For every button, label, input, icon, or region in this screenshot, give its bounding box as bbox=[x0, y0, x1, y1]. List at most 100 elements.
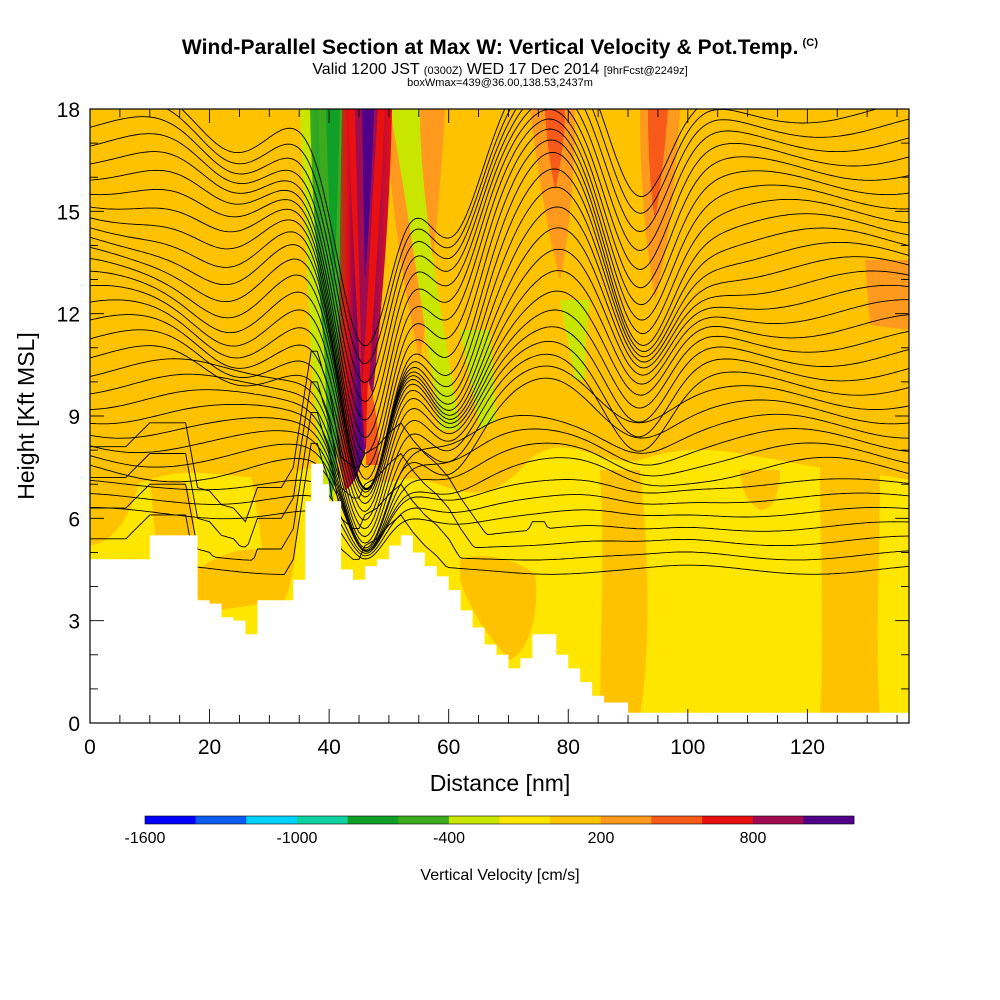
field-positive-purple-core bbox=[362, 109, 374, 280]
field-negative-core bbox=[326, 109, 340, 300]
x-tick-label: 100 bbox=[670, 736, 705, 759]
contour-line bbox=[90, 128, 909, 468]
contour-line bbox=[90, 206, 909, 489]
y-tick-label: 15 bbox=[57, 201, 80, 224]
field-positive-light-left4 bbox=[190, 549, 290, 610]
x-axis: 0 20 40 60 80 100 120 bbox=[84, 736, 825, 759]
colorbar-tick-label: 200 bbox=[588, 830, 615, 847]
contour-line bbox=[90, 109, 909, 421]
contour-line bbox=[90, 353, 909, 538]
colorbar-swatch bbox=[499, 816, 551, 824]
contour-line bbox=[90, 109, 909, 384]
contour-line bbox=[90, 248, 909, 493]
y-tick-label: 0 bbox=[68, 713, 80, 736]
field-negative-light-mid bbox=[460, 330, 496, 430]
contour-line bbox=[90, 413, 909, 551]
field-positive-strong-wave2 bbox=[648, 109, 668, 220]
contour-line bbox=[90, 109, 909, 439]
contour-line bbox=[90, 309, 909, 512]
field-positive-light-right1 bbox=[600, 470, 648, 715]
contour-line bbox=[90, 118, 909, 454]
field-positive-light-right2 bbox=[820, 460, 880, 715]
colorbar-swatch bbox=[246, 816, 298, 824]
contour-line bbox=[90, 326, 909, 521]
colorbar-swatch bbox=[600, 816, 652, 824]
colorbar-swatch bbox=[550, 816, 602, 824]
copyright-mark: (C) bbox=[802, 37, 819, 49]
colorbar-swatch bbox=[145, 816, 196, 824]
colorbar: -1600 -1000 -400 200 800 bbox=[125, 815, 855, 847]
field-positive-red-base bbox=[366, 380, 379, 465]
colorbar-title: Vertical Velocity [cm/s] bbox=[420, 867, 579, 884]
contour-line bbox=[90, 506, 909, 560]
contour-line bbox=[90, 151, 909, 491]
colorbar-swatch bbox=[702, 816, 754, 824]
contour-line bbox=[90, 290, 909, 505]
colorbar-swatch bbox=[347, 816, 399, 824]
contour-line bbox=[90, 442, 909, 552]
colorbar-swatch bbox=[752, 816, 804, 824]
colorbar-tick-label: 800 bbox=[740, 830, 767, 847]
y-tick-label: 9 bbox=[68, 406, 80, 429]
x-tick-label: 20 bbox=[198, 736, 221, 759]
y-tick-label: 6 bbox=[68, 508, 80, 531]
contour-line bbox=[90, 168, 909, 490]
contour-line bbox=[90, 227, 909, 490]
y-tick-label: 12 bbox=[57, 304, 80, 327]
minor-ticks bbox=[89, 108, 909, 724]
field-positive-light-right3 bbox=[740, 470, 780, 510]
contour-line bbox=[90, 377, 909, 549]
contour-line bbox=[90, 350, 909, 535]
contour-line bbox=[90, 270, 909, 498]
contour-line bbox=[90, 381, 909, 549]
colorbar-swatch bbox=[651, 816, 703, 824]
y-axis-title: Height [Kft MSL] bbox=[13, 332, 39, 499]
x-axis-title: Distance [nm] bbox=[430, 770, 571, 796]
contour-line bbox=[90, 442, 909, 575]
field-negative-light-downwind bbox=[390, 109, 460, 430]
field-positive-light-mid bbox=[460, 555, 537, 660]
field-positive-light-left bbox=[90, 480, 140, 545]
contour-line bbox=[90, 456, 909, 552]
contour-line bbox=[166, 109, 878, 365]
contour-line bbox=[180, 109, 791, 347]
y-tick-label: 3 bbox=[68, 611, 80, 634]
contour-line bbox=[90, 412, 909, 561]
colorbar-swatch bbox=[398, 816, 450, 824]
contour-line bbox=[90, 428, 909, 552]
terrain-mask bbox=[90, 463, 909, 723]
y-tick-label: 18 bbox=[57, 99, 80, 122]
valid-date: WED 17 Dec 2014 bbox=[466, 61, 600, 78]
x-tick-label: 60 bbox=[437, 736, 460, 759]
x-tick-label: 80 bbox=[557, 736, 580, 759]
contour-line bbox=[90, 365, 909, 544]
contour-line bbox=[90, 492, 909, 557]
x-tick-label: 120 bbox=[790, 736, 825, 759]
forecast-info: [9hrFcst@2249z] bbox=[603, 65, 688, 77]
contour-line bbox=[90, 186, 909, 489]
title-text: Wind-Parallel Section at Max W: Vertical… bbox=[181, 36, 799, 59]
chart-subtitle: Valid 1200 JST (0300Z) WED 17 Dec 2014 [… bbox=[0, 61, 1000, 79]
field-positive-mid-right bbox=[865, 260, 909, 330]
colorbar-frame bbox=[144, 815, 855, 825]
y-axis: 0 3 6 9 12 15 18 bbox=[57, 99, 80, 736]
box-wmax-info: boxWmax=439@36.00,138.53,2437m bbox=[407, 77, 593, 89]
field-positive-light-upper bbox=[90, 109, 909, 493]
colorbar-swatch bbox=[803, 816, 855, 824]
chart-title: Wind-Parallel Section at Max W: Vertical… bbox=[0, 36, 1000, 60]
colorbar-tick-label: -1000 bbox=[277, 830, 318, 847]
colorbar-swatch bbox=[448, 816, 500, 824]
contour-line bbox=[90, 340, 909, 530]
pot-temp-contours bbox=[90, 109, 909, 575]
colorbar-swatch bbox=[195, 816, 247, 824]
contour-line bbox=[90, 478, 909, 554]
contour-line bbox=[90, 109, 909, 403]
x-tick-label: 0 bbox=[84, 736, 96, 759]
colorbar-tick-label: -1600 bbox=[125, 830, 166, 847]
field-negative-light-right bbox=[560, 300, 590, 380]
valid-time: Valid 1200 JST bbox=[312, 61, 420, 78]
x-tick-label: 40 bbox=[317, 736, 340, 759]
colorbar-tick-label: -400 bbox=[433, 830, 465, 847]
colorbar-swatch bbox=[296, 816, 348, 824]
